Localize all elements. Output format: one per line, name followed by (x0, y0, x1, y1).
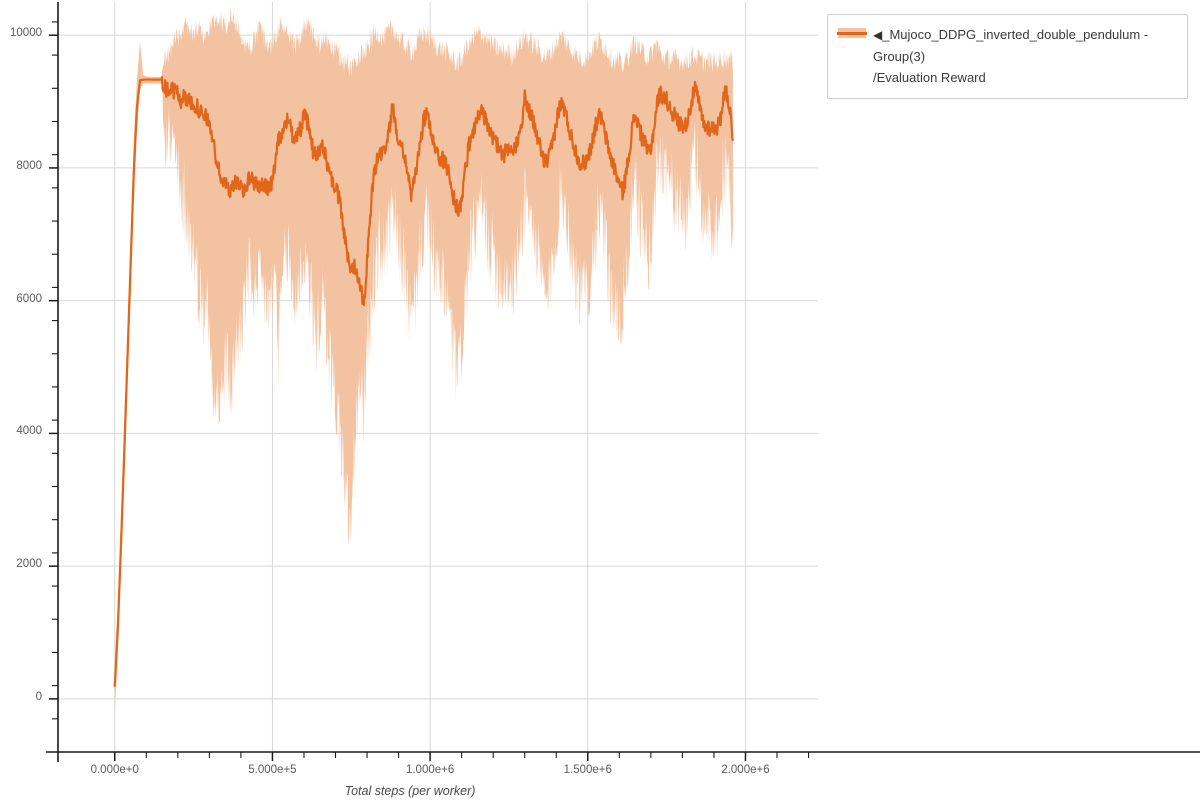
legend-entry[interactable]: ◀_Mujoco_DDPG_inverted_double_pendulum -… (837, 24, 1177, 88)
y-axis-tick-label: 10000 (10, 27, 42, 40)
legend-label-line1: _Mujoco_DDPG_inverted_double_pendulum - … (873, 27, 1149, 64)
chart-legend[interactable]: ◀_Mujoco_DDPG_inverted_double_pendulum -… (827, 14, 1188, 99)
legend-label-line2: /Evaluation Reward (873, 70, 986, 85)
legend-label: ◀_Mujoco_DDPG_inverted_double_pendulum -… (873, 24, 1177, 88)
x-axis-tick-label: 5.000e+5 (248, 764, 297, 776)
y-axis-tick-label: 2000 (16, 558, 42, 571)
x-axis-title: Total steps (per worker) (344, 784, 476, 798)
legend-color-swatch (837, 26, 867, 40)
x-axis-tick-label: 1.500e+6 (563, 764, 612, 776)
y-axis-tick-label: 0 (35, 690, 42, 703)
axis-ticks (49, 21, 810, 761)
legend-line-swatch (837, 32, 867, 35)
y-axis-tick-label: 6000 (16, 292, 42, 305)
x-axis-tick-label: 0.000e+0 (90, 764, 139, 776)
y-axis-tick-label: 8000 (16, 159, 42, 172)
legend-marker-icon: ◀ (873, 28, 883, 42)
mean-line-series (113, 75, 734, 688)
y-axis-tick-label: 4000 (16, 425, 42, 438)
x-axis-tick-label: 2.000e+6 (721, 764, 770, 776)
x-axis-tick-label: 1.000e+6 (405, 764, 455, 776)
